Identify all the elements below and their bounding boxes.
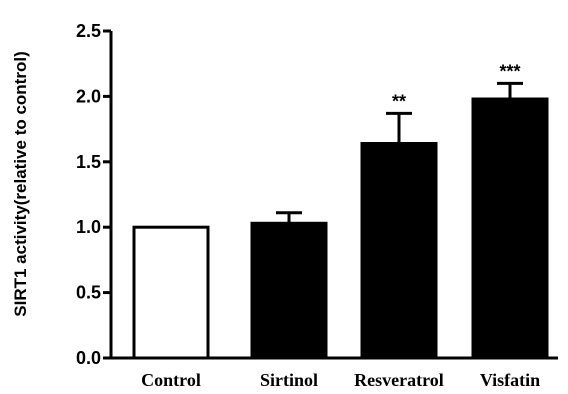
bar-resveratrol: [360, 141, 438, 360]
bar-control: [132, 225, 210, 360]
x-tick-label-visfatin: Visfatin: [480, 370, 540, 390]
y-tick-label-2.0: 2.0: [76, 86, 101, 106]
y-tick-label-0.0: 0.0: [76, 348, 101, 368]
y-tick-label-1.0: 1.0: [76, 217, 101, 237]
bars-layer: *****: [132, 61, 549, 360]
significance-label-visfatin: ***: [499, 61, 520, 81]
significance-label-resveratrol: **: [392, 91, 406, 111]
bar-sirtinol: [250, 221, 328, 360]
y-axis-label: SIRT1 activity(relative to control): [11, 51, 30, 316]
x-tick-label-control: Control: [141, 370, 201, 390]
bar-visfatin: [471, 97, 549, 360]
axes-layer: Control Sirtinol Resveratrol Visfatin 0.0 0.5…: [76, 21, 558, 390]
x-tick-label-sirtinol: Sirtinol: [260, 370, 318, 390]
x-tick-label-resveratrol: Resveratrol: [354, 370, 444, 390]
y-tick-label-2.5: 2.5: [76, 21, 101, 41]
y-tick-label-0.5: 0.5: [76, 283, 101, 303]
y-tick-label-1.5: 1.5: [76, 152, 101, 172]
